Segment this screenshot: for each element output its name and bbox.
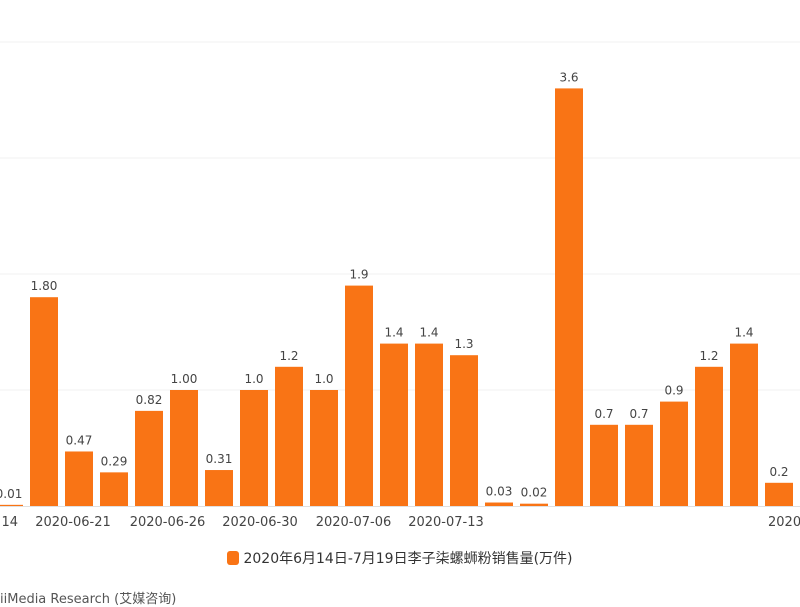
data-label: 1.9 — [349, 268, 368, 282]
bar — [555, 88, 583, 507]
data-label: 0.01 — [0, 487, 22, 501]
legend[interactable]: 2020年6月14日-7月19日李子柒螺蛳粉销售量(万件) — [0, 548, 800, 568]
data-label: 0.7 — [629, 407, 648, 421]
bar — [65, 451, 93, 506]
bar — [450, 355, 478, 506]
bar — [170, 390, 198, 506]
data-label: 1.2 — [699, 349, 718, 363]
bar — [590, 424, 618, 506]
legend-label: 2020年6月14日-7月19日李子柒螺蛳粉销售量(万件) — [243, 551, 573, 567]
bar — [275, 366, 303, 506]
data-label: 0.29 — [101, 454, 128, 468]
data-label: 1.4 — [384, 326, 403, 340]
data-label: 0.9 — [664, 384, 683, 398]
bar — [520, 503, 548, 506]
data-label: 1.4 — [734, 326, 753, 340]
x-tick-label: 2020-07-06 — [316, 515, 392, 530]
data-label: 1.0 — [314, 372, 333, 386]
data-label: 0.7 — [594, 407, 613, 421]
data-label: 0.03 — [486, 485, 513, 499]
x-tick-label: 2020-06-30 — [222, 515, 298, 530]
bar — [135, 410, 163, 506]
data-label: 1.0 — [244, 372, 263, 386]
data-label: 0.47 — [66, 433, 93, 447]
data-label: 1.4 — [419, 326, 438, 340]
bar — [485, 502, 513, 506]
data-label: 1.80 — [31, 279, 58, 293]
bar — [415, 343, 443, 506]
data-label: 3.6 — [559, 70, 578, 84]
x-tick-label: 2020 — [768, 515, 800, 530]
x-tick-label: 2020-07-13 — [408, 515, 484, 530]
bar — [765, 482, 793, 506]
bar — [240, 390, 268, 506]
bar — [695, 366, 723, 506]
bar — [345, 285, 373, 506]
bar — [100, 472, 128, 506]
bar — [660, 401, 688, 506]
data-label: 1.2 — [279, 349, 298, 363]
data-label: 0.02 — [521, 486, 548, 500]
data-label: 1.3 — [454, 337, 473, 351]
bar — [0, 504, 23, 506]
bar — [625, 424, 653, 506]
bar — [730, 343, 758, 506]
bar-chart: 0.01 1.80 0.47 0.29 0.82 1.00 0.31 1.0 1.2 1.0 1.9… — [0, 41, 800, 530]
bar — [205, 470, 233, 506]
x-tick-label: 2020-06-21 — [35, 515, 111, 530]
bar — [30, 297, 58, 506]
bar — [380, 343, 408, 506]
bar — [310, 390, 338, 506]
x-tick-label: 14 — [1, 515, 18, 530]
data-label: 0.82 — [136, 393, 163, 407]
data-label: 0.2 — [769, 465, 788, 479]
data-label: 0.31 — [206, 452, 233, 466]
legend-swatch — [227, 551, 240, 565]
x-tick-label: 2020-06-26 — [130, 515, 206, 530]
data-label: 1.00 — [171, 372, 198, 386]
